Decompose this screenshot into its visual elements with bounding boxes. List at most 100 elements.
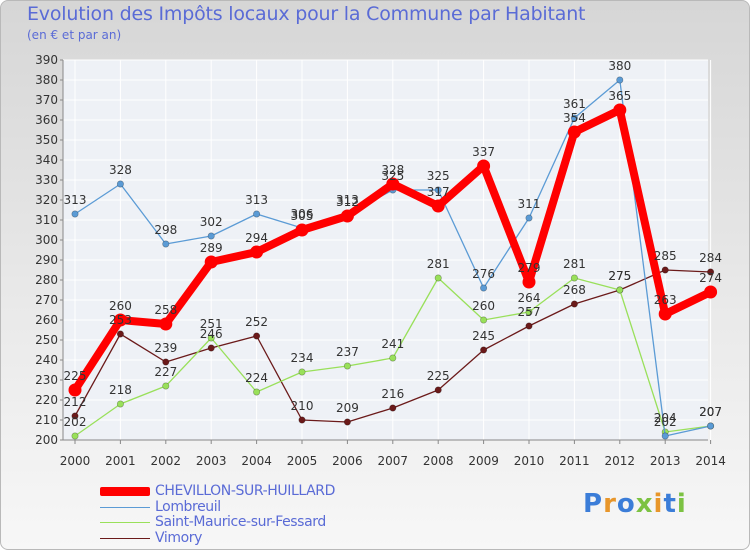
y-tick-label: 390 (35, 53, 58, 67)
data-label: 325 (427, 169, 450, 183)
data-point (571, 301, 577, 307)
x-tick-label: 2002 (151, 454, 182, 468)
data-point (344, 419, 350, 425)
data-label: 245 (472, 329, 495, 343)
logo-letter: P (583, 489, 603, 519)
logo-letter: x (636, 489, 654, 519)
x-tick-label: 2010 (514, 454, 545, 468)
logo-letter: i (677, 489, 687, 519)
data-point (662, 433, 668, 439)
x-tick-label: 2000 (60, 454, 91, 468)
data-label: 281 (427, 257, 450, 271)
y-tick-label: 230 (35, 373, 58, 387)
y-tick-label: 210 (35, 413, 58, 427)
data-point (208, 233, 214, 239)
data-label: 218 (109, 383, 132, 397)
data-label: 380 (608, 59, 631, 73)
data-label: 225 (427, 369, 450, 383)
data-point (208, 345, 214, 351)
data-label: 294 (245, 231, 268, 245)
data-label: 234 (291, 351, 314, 365)
data-point (526, 323, 532, 329)
data-label: 258 (154, 303, 177, 317)
x-tick-label: 2012 (605, 454, 636, 468)
y-tick-label: 280 (35, 273, 58, 287)
y-tick-label: 340 (35, 153, 58, 167)
data-point (662, 267, 668, 273)
data-point (659, 308, 672, 321)
x-tick-label: 2014 (695, 454, 726, 468)
logo-letter: t (663, 489, 676, 519)
data-label: 285 (654, 249, 677, 263)
data-label: 365 (608, 89, 631, 103)
data-point (253, 389, 259, 395)
data-label: 275 (608, 269, 631, 283)
data-point (253, 211, 259, 217)
data-label: 209 (336, 401, 359, 415)
data-label: 227 (154, 365, 177, 379)
legend-swatch-0 (100, 487, 150, 496)
data-point (707, 423, 713, 429)
data-point (117, 181, 123, 187)
data-label: 257 (518, 305, 541, 319)
y-tick-label: 330 (35, 173, 58, 187)
x-tick-label: 2009 (468, 454, 499, 468)
data-label: 289 (200, 241, 223, 255)
x-tick-label: 2005 (287, 454, 318, 468)
data-label: 239 (154, 341, 177, 355)
data-label: 284 (699, 251, 722, 265)
data-point (390, 405, 396, 411)
data-point (253, 333, 259, 339)
data-point (435, 275, 441, 281)
data-label: 361 (563, 97, 586, 111)
data-label: 312 (336, 195, 359, 209)
data-point (72, 433, 78, 439)
data-point (341, 210, 354, 223)
legend-swatch-2 (100, 522, 150, 523)
logo-letter: i (654, 489, 664, 519)
y-tick-label: 260 (35, 313, 58, 327)
data-label: 263 (654, 293, 677, 307)
data-label: 252 (245, 315, 268, 329)
data-point (159, 318, 172, 331)
y-tick-label: 350 (35, 133, 58, 147)
data-label: 302 (200, 215, 223, 229)
data-label: 313 (245, 193, 268, 207)
data-label: 216 (381, 387, 404, 401)
data-label: 224 (245, 371, 268, 385)
y-tick-label: 370 (35, 93, 58, 107)
data-label: 241 (381, 337, 404, 351)
data-point (704, 286, 717, 299)
data-label: 313 (64, 193, 87, 207)
data-point (163, 241, 169, 247)
data-label: 317 (427, 185, 450, 199)
y-tick-label: 220 (35, 393, 58, 407)
data-label: 305 (291, 209, 314, 223)
data-label: 274 (699, 271, 722, 285)
y-tick-label: 310 (35, 213, 58, 227)
data-label: 281 (563, 257, 586, 271)
legend-swatch-3 (100, 538, 150, 539)
data-label: 260 (109, 299, 132, 313)
data-point (435, 387, 441, 393)
x-tick-label: 2011 (559, 454, 590, 468)
x-tick-label: 2007 (378, 454, 409, 468)
logo-letter: r (603, 489, 617, 519)
y-tick-label: 300 (35, 233, 58, 247)
data-label: 337 (472, 145, 495, 159)
data-point (480, 317, 486, 323)
data-label: 212 (64, 395, 87, 409)
y-tick-label: 380 (35, 73, 58, 87)
data-point (344, 363, 350, 369)
data-point (205, 256, 218, 269)
data-point (299, 417, 305, 423)
data-point (390, 355, 396, 361)
y-tick-label: 240 (35, 353, 58, 367)
data-point (526, 215, 532, 221)
x-tick-label: 2006 (332, 454, 363, 468)
data-label: 276 (472, 267, 495, 281)
data-label: 225 (64, 369, 87, 383)
x-tick-label: 2008 (423, 454, 454, 468)
data-label: 264 (518, 291, 541, 305)
data-label: 268 (563, 283, 586, 297)
